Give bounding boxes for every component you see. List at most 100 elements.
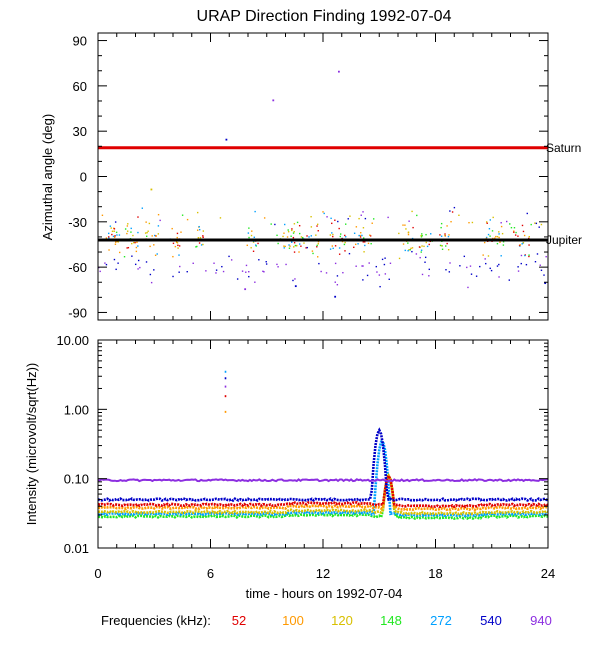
azimuth-point bbox=[172, 242, 175, 245]
intensity-marks bbox=[97, 370, 549, 521]
azimuth-point bbox=[117, 262, 119, 264]
azimuth-point bbox=[316, 246, 318, 248]
azimuth-point bbox=[463, 255, 466, 258]
azimuth-point bbox=[176, 232, 179, 235]
azimuth-outlier-point bbox=[244, 288, 247, 291]
azimuth-point bbox=[311, 250, 314, 252]
azimuth-outlier-point bbox=[272, 99, 275, 102]
azimuth-point bbox=[543, 274, 545, 276]
azimuth-point bbox=[359, 234, 361, 237]
azimuth-point bbox=[521, 243, 523, 245]
azimuth-point bbox=[293, 251, 296, 253]
azimuth-point bbox=[316, 223, 319, 226]
azimuth-outlier-point bbox=[225, 138, 228, 141]
azimuth-point bbox=[171, 227, 173, 230]
azimuth-point bbox=[291, 241, 293, 243]
azimuth-point bbox=[186, 270, 188, 273]
intensity-series-120 bbox=[97, 472, 549, 516]
x-tick-label: 6 bbox=[207, 566, 214, 581]
azimuth-point bbox=[127, 246, 130, 249]
azimuth-point bbox=[146, 231, 148, 234]
azimuth-point bbox=[153, 244, 155, 246]
azimuth-y-tick-label: 30 bbox=[73, 124, 87, 139]
azimuth-point bbox=[276, 234, 278, 237]
azimuth-point bbox=[114, 236, 116, 238]
azimuth-point bbox=[198, 242, 201, 244]
azimuth-point bbox=[362, 279, 364, 281]
azimuth-point bbox=[145, 235, 148, 238]
intensity-series-540 bbox=[97, 427, 549, 503]
azimuth-point bbox=[360, 232, 362, 234]
azimuth-point bbox=[322, 211, 324, 213]
azimuth-point bbox=[154, 234, 156, 237]
azimuth-outlier-point bbox=[544, 282, 547, 285]
azimuth-point bbox=[424, 261, 426, 263]
azimuth-point bbox=[137, 216, 139, 218]
azimuth-point bbox=[376, 271, 378, 273]
azimuth-point bbox=[520, 262, 522, 265]
azimuth-point bbox=[139, 266, 141, 269]
azimuth-outlier-point bbox=[150, 188, 153, 191]
azimuth-point bbox=[528, 244, 530, 246]
azimuth-point bbox=[317, 230, 319, 232]
azimuth-point bbox=[228, 255, 230, 258]
azimuth-point bbox=[449, 262, 451, 264]
azimuth-point bbox=[344, 250, 346, 252]
azimuth-point bbox=[282, 235, 284, 238]
azimuth-point bbox=[522, 242, 525, 244]
azimuth-point bbox=[425, 233, 427, 236]
azimuth-point bbox=[411, 247, 414, 249]
azimuth-point bbox=[277, 266, 279, 268]
azimuth-point bbox=[362, 237, 365, 239]
azimuth-point bbox=[329, 234, 332, 236]
azimuth-point bbox=[411, 210, 413, 213]
azimuth-point bbox=[292, 232, 295, 234]
azimuth-point bbox=[407, 231, 410, 233]
azimuth-point bbox=[348, 252, 351, 255]
azimuth-point bbox=[283, 232, 285, 234]
azimuth-point bbox=[496, 242, 499, 245]
azimuth-point bbox=[108, 236, 110, 238]
azimuth-point bbox=[305, 247, 307, 249]
azimuth-point bbox=[126, 230, 129, 232]
azimuth-point bbox=[250, 234, 253, 237]
azimuth-point bbox=[284, 223, 286, 226]
azimuth-point bbox=[479, 265, 481, 268]
azimuth-point bbox=[250, 247, 252, 249]
azimuth-point bbox=[449, 210, 451, 212]
azimuth-panel: 90 60 30 0 -30 -60 -90 Saturn Jupiter Azimuthal … bbox=[40, 32, 582, 321]
azimuth-point bbox=[491, 230, 494, 232]
azimuth-point bbox=[341, 240, 344, 243]
azimuth-point bbox=[332, 247, 334, 250]
azimuth-point bbox=[172, 255, 174, 258]
azimuth-point bbox=[130, 227, 132, 230]
azimuth-point bbox=[372, 218, 375, 220]
azimuth-point bbox=[192, 262, 194, 264]
azimuth-point bbox=[487, 233, 490, 236]
azimuth-point bbox=[364, 244, 366, 247]
azimuth-point bbox=[219, 217, 222, 219]
azimuth-point bbox=[500, 225, 503, 228]
azimuth-point bbox=[316, 256, 319, 258]
azimuth-point bbox=[439, 234, 441, 236]
azimuth-point bbox=[498, 236, 500, 239]
azimuth-point bbox=[451, 211, 454, 213]
azimuth-point bbox=[248, 275, 250, 278]
azimuth-point bbox=[241, 270, 244, 272]
azimuth-point bbox=[312, 252, 314, 255]
azimuth-point bbox=[353, 232, 356, 234]
azimuth-point bbox=[308, 236, 310, 238]
azimuth-point bbox=[306, 246, 308, 249]
azimuth-point bbox=[186, 218, 189, 221]
azimuth-y-tick-label: 60 bbox=[73, 79, 87, 94]
azimuth-point bbox=[336, 275, 339, 277]
azimuth-point bbox=[367, 242, 370, 245]
azimuth-point bbox=[277, 242, 279, 245]
azimuth-point bbox=[292, 236, 295, 239]
azimuth-point bbox=[513, 230, 515, 232]
intensity-series-272 bbox=[97, 440, 549, 518]
azimuth-point bbox=[196, 211, 199, 214]
azimuth-point bbox=[317, 241, 320, 243]
azimuth-point bbox=[358, 217, 360, 220]
legend-label: Frequencies (kHz): bbox=[101, 613, 211, 628]
